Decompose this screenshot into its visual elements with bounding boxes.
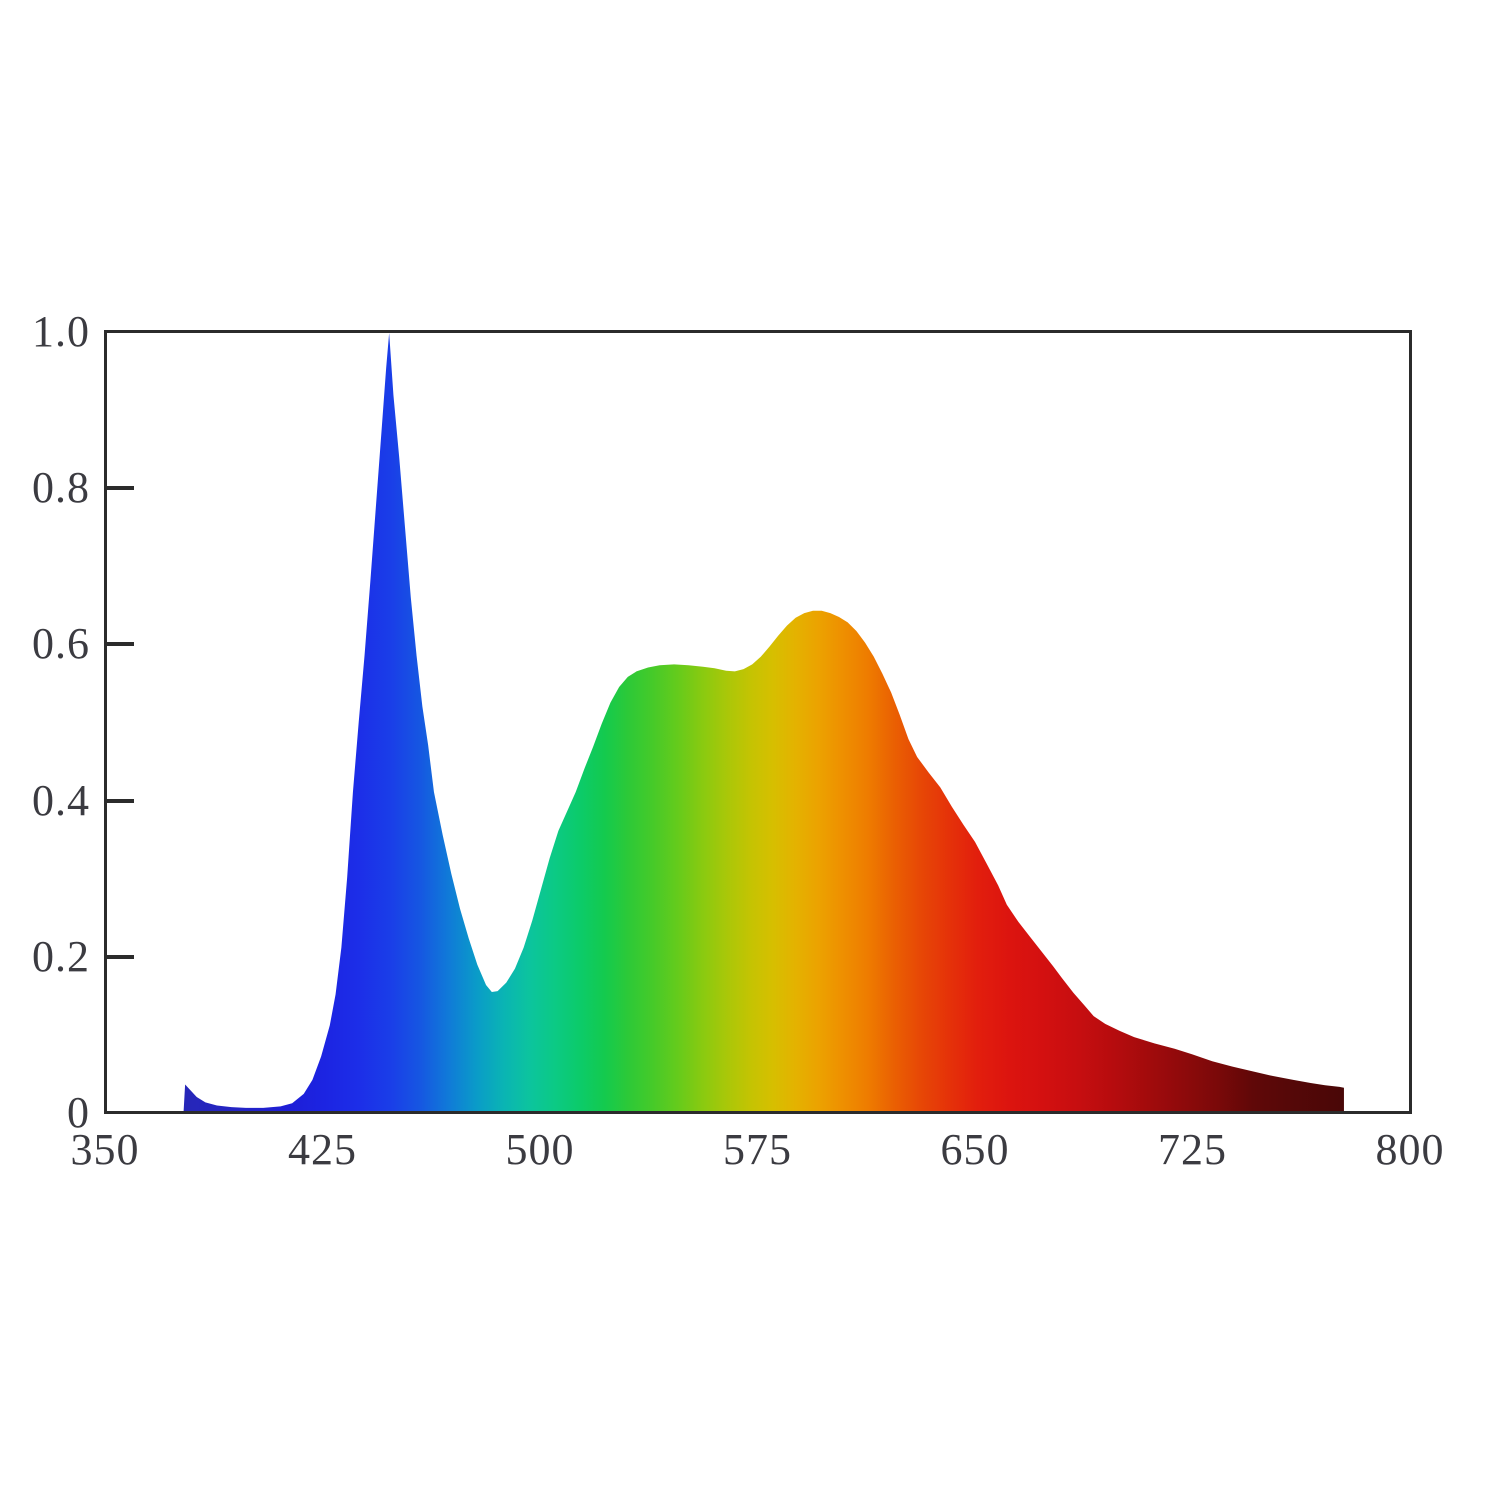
x-axis-tick-label: 350 bbox=[70, 1125, 140, 1174]
x-axis-tick-label: 725 bbox=[1158, 1125, 1227, 1174]
y-axis-tick-mark bbox=[107, 798, 134, 803]
x-axis-tick-label: 800 bbox=[1375, 1125, 1445, 1174]
x-axis-tick-label: 575 bbox=[723, 1125, 792, 1174]
y-axis-tick-label: 0.6 bbox=[32, 619, 90, 669]
y-axis-tick-label: 0.2 bbox=[32, 931, 90, 981]
x-axis-tick-label: 425 bbox=[288, 1125, 357, 1174]
y-axis-tick-mark bbox=[107, 954, 134, 959]
x-axis-tick-label: 650 bbox=[940, 1125, 1010, 1174]
y-axis-tick-mark bbox=[107, 642, 134, 647]
x-axis-tick-label: 500 bbox=[505, 1125, 575, 1174]
y-axis-tick-mark bbox=[107, 486, 134, 491]
plot-area bbox=[104, 330, 1412, 1114]
y-axis-tick-label: 0 bbox=[67, 1088, 90, 1137]
y-axis-tick-label: 0.8 bbox=[32, 463, 90, 513]
y-axis-tick-label: 1.0 bbox=[32, 307, 90, 356]
y-axis-tick-label: 0.4 bbox=[32, 775, 90, 825]
spectrum-area-fill bbox=[183, 333, 1344, 1111]
spectrum-curve bbox=[183, 333, 1344, 1111]
